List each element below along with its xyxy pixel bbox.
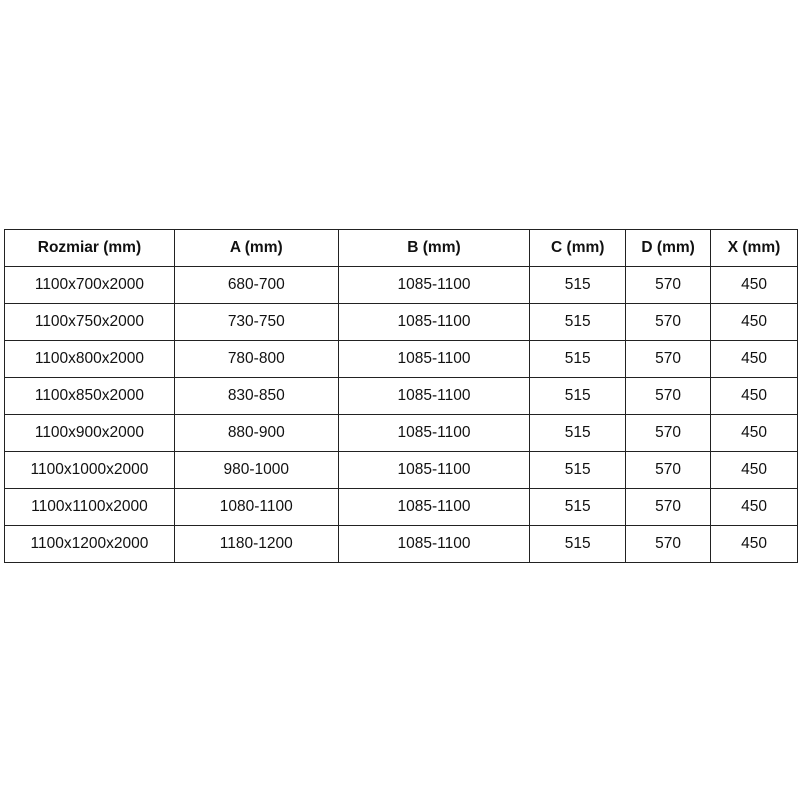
table-cell: 1085-1100 [337,414,531,452]
table-cell: 450 [710,377,798,415]
table-row: 1100x1000x2000 980-1000 1085-1100 515 570 450 [4,451,798,489]
table-cell: 570 [625,525,712,563]
table-cell: 570 [625,340,712,378]
table-cell: 515 [529,525,627,563]
column-header: X (mm) [710,229,798,267]
table-cell: 1100x1100x2000 [4,488,175,526]
table-cell: 570 [625,266,712,304]
table-cell: 880-900 [173,414,339,452]
table-cell: 515 [529,340,627,378]
table-cell: 680-700 [173,266,339,304]
table-cell: 1085-1100 [337,303,531,341]
table-cell: 450 [710,525,798,563]
table-cell: 1085-1100 [337,488,531,526]
table-cell: 1100x1200x2000 [4,525,175,563]
table-cell: 1100x750x2000 [4,303,175,341]
table-cell: 515 [529,414,627,452]
table-cell: 515 [529,266,627,304]
table-cell: 570 [625,377,712,415]
table-cell: 1085-1100 [337,451,531,489]
table-cell: 1085-1100 [337,525,531,563]
table-cell: 1180-1200 [173,525,339,563]
table-row: 1100x1100x2000 1080-1100 1085-1100 515 570 45… [4,488,798,526]
table-row: 1100x800x2000 780-800 1085-1100 515 570 450 [4,340,798,378]
table-cell: 570 [625,451,712,489]
header-row: Rozmiar (mm) A (mm) B (mm) C (mm) D (mm) X (m… [4,229,798,267]
table-cell: 570 [625,488,712,526]
table-cell: 1100x800x2000 [4,340,175,378]
table-cell: 1100x850x2000 [4,377,175,415]
table-cell: 450 [710,451,798,489]
table-cell: 515 [529,377,627,415]
table-row: 1100x900x2000 880-900 1085-1100 515 570 450 [4,414,798,452]
column-header: A (mm) [173,229,339,267]
table-cell: 450 [710,266,798,304]
table-cell: 515 [529,451,627,489]
column-header: D (mm) [625,229,712,267]
table-cell: 515 [529,303,627,341]
table-cell: 1100x700x2000 [4,266,175,304]
column-header: C (mm) [529,229,627,267]
column-header: Rozmiar (mm) [4,229,175,267]
table-cell: 570 [625,303,712,341]
table-cell: 780-800 [173,340,339,378]
table-cell: 1100x1000x2000 [4,451,175,489]
table-cell: 1085-1100 [337,340,531,378]
table-row: 1100x850x2000 830-850 1085-1100 515 570 450 [4,377,798,415]
table-cell: 450 [710,488,798,526]
table-cell: 1100x900x2000 [4,414,175,452]
table-cell: 730-750 [173,303,339,341]
table-cell: 1080-1100 [173,488,339,526]
table-row: 1100x700x2000 680-700 1085-1100 515 570 450 [4,266,798,304]
table-cell: 1085-1100 [337,377,531,415]
table-cell: 570 [625,414,712,452]
table-row: 1100x750x2000 730-750 1085-1100 515 570 450 [4,303,798,341]
table-row: 1100x1200x2000 1180-1200 1085-1100 515 570 45… [4,525,798,563]
table-cell: 980-1000 [173,451,339,489]
table-cell: 515 [529,488,627,526]
dimensions-table: Rozmiar (mm) A (mm) B (mm) C (mm) D (mm) X (m… [4,229,798,563]
table-cell: 450 [710,414,798,452]
table-cell: 450 [710,340,798,378]
table-cell: 1085-1100 [337,266,531,304]
column-header: B (mm) [337,229,531,267]
table-cell: 830-850 [173,377,339,415]
table-cell: 450 [710,303,798,341]
